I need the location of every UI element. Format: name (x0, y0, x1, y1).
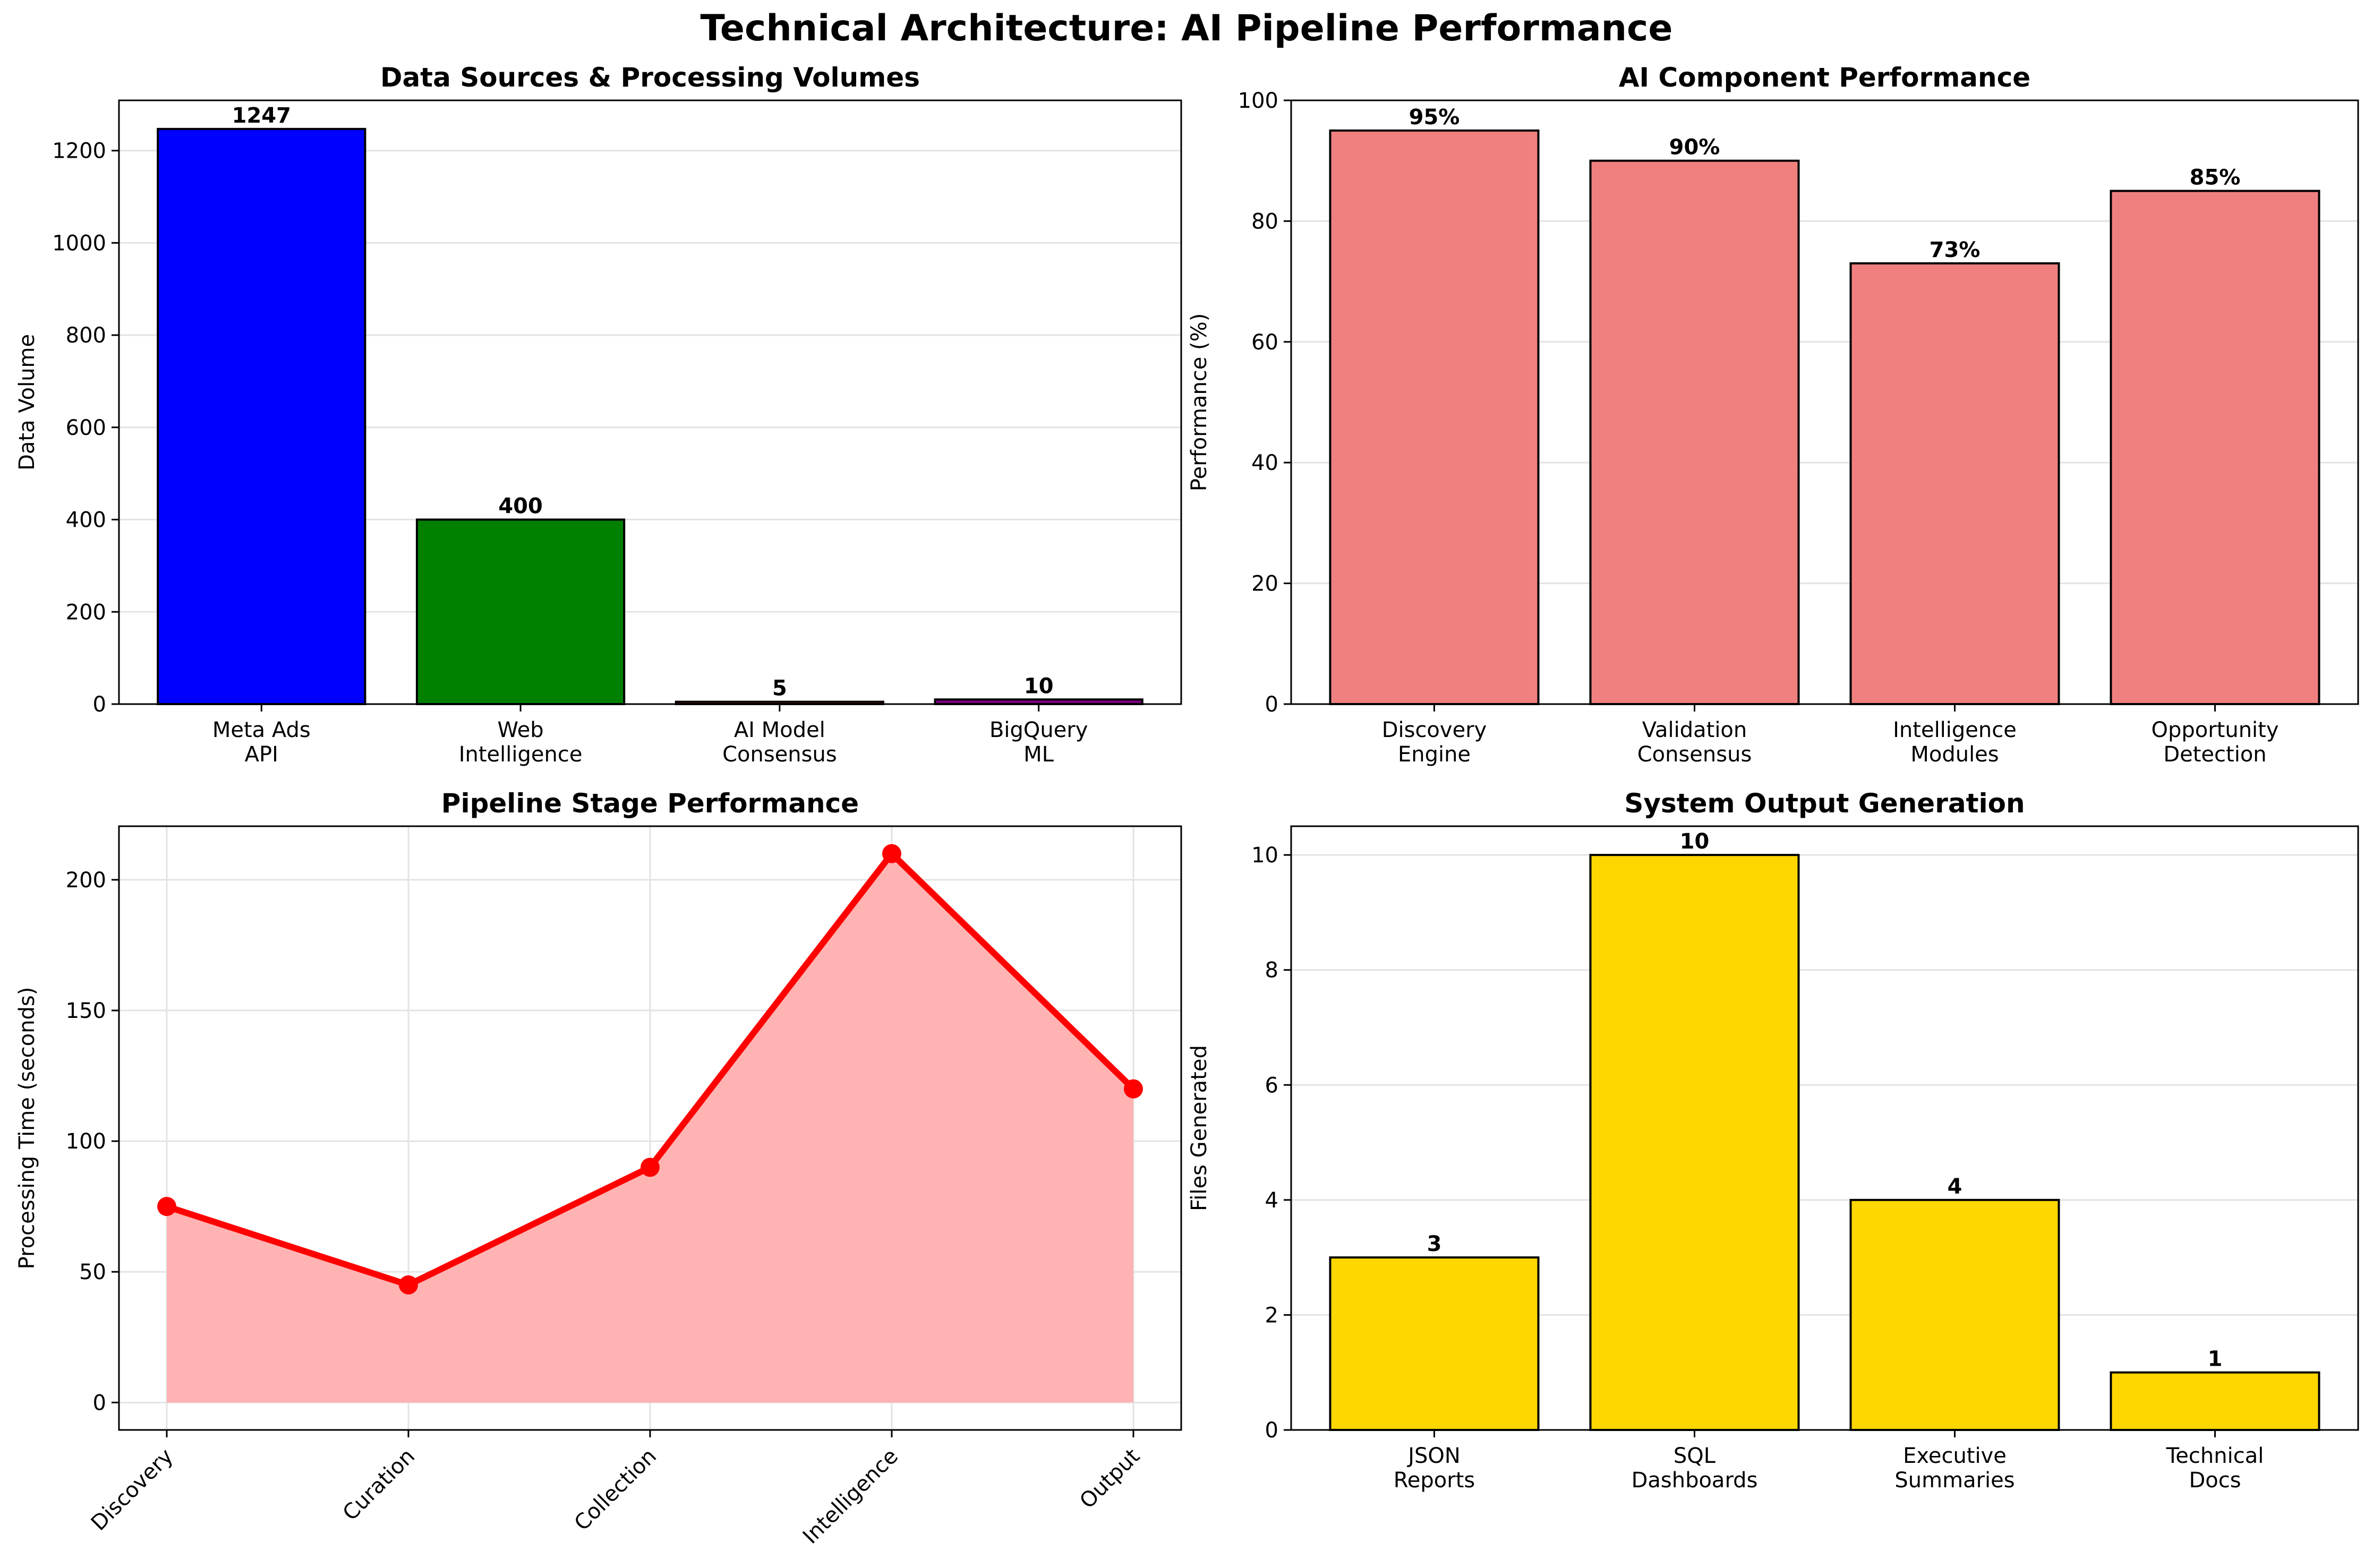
system-output-xtick-label: Executive Summaries (1894, 1444, 2015, 1493)
pipeline-stage-point (1124, 1079, 1143, 1099)
system-output-frame (1290, 825, 2359, 1431)
ai-component-bar (1849, 262, 2060, 705)
data-sources-xtick-label: Meta Ads API (212, 718, 311, 767)
ai-component-ytick-label: 0 (1265, 692, 1278, 717)
data-sources-bar (157, 127, 366, 706)
pipeline-stage-ytick-label: 0 (93, 1391, 106, 1415)
data-sources-ytick-label: 1200 (52, 139, 106, 164)
pipeline-stage-ytick-label: 50 (79, 1260, 106, 1284)
ai-component-data-label: 95% (1409, 105, 1460, 130)
data-sources-data-label: 5 (772, 676, 787, 701)
ai-component-title: AI Component Performance (1619, 62, 2030, 93)
pipeline-stage-area (167, 853, 1133, 1403)
data-sources-bar (415, 518, 626, 705)
data-sources-title: Data Sources & Processing Volumes (380, 62, 920, 93)
data-sources-ytick-label: 800 (66, 323, 106, 348)
system-output-ytick-label: 2 (1265, 1303, 1278, 1327)
panel-system-output: System Output Generation Files Generated 0… (1187, 788, 2359, 1493)
data-sources-data-label: 10 (1024, 674, 1054, 698)
ai-component-bar (1329, 129, 1540, 706)
system-output-ytick-label: 8 (1265, 958, 1278, 983)
pipeline-stage-ytick-label: 200 (66, 868, 106, 893)
system-output-data-label: 3 (1427, 1232, 1442, 1256)
pipeline-stage-point (157, 1197, 176, 1216)
pipeline-stage-ytick-label: 100 (66, 1129, 106, 1154)
ai-component-ytick-label: 100 (1238, 89, 1278, 113)
pipeline-stage-point (641, 1158, 660, 1177)
ai-component-ytick-label: 80 (1251, 209, 1278, 234)
ai-component-xtick-label: Intelligence Modules (1893, 718, 2017, 767)
data-sources-ytick-label: 600 (66, 416, 106, 440)
data-sources-xtick-label: BigQuery ML (989, 718, 1088, 767)
pipeline-stage-point (399, 1275, 418, 1295)
ai-component-xtick-label: Discovery Engine (1382, 718, 1487, 767)
data-sources-ytick-label: 1000 (52, 231, 106, 255)
system-output-ytick-label: 6 (1265, 1073, 1278, 1098)
ai-component-data-label: 85% (2190, 166, 2241, 190)
data-sources-ylabel: Data Volume (15, 334, 39, 470)
ai-component-frame (1290, 99, 2359, 705)
ai-component-data-label: 90% (1669, 135, 1720, 160)
ai-component-xtick-label: Opportunity Detection (2151, 718, 2278, 767)
system-output-data-label: 4 (1948, 1175, 1962, 1199)
ai-component-bar (2110, 190, 2320, 705)
system-output-bar (2110, 1371, 2320, 1432)
system-output-bar (1589, 854, 1800, 1431)
data-sources-ytick-label: 200 (66, 600, 106, 624)
pipeline-stage-ylabel: Processing Time (seconds) (15, 987, 39, 1270)
system-output-data-label: 1 (2208, 1347, 2223, 1372)
data-sources-ytick-label: 0 (93, 692, 106, 717)
ai-component-ylabel: Performance (%) (1187, 313, 1211, 491)
ai-component-ytick-label: 60 (1251, 330, 1278, 355)
pipeline-stage-ytick-label: 150 (66, 999, 106, 1023)
system-output-xtick-label: Technical Docs (2166, 1444, 2264, 1493)
panel-ai-component: AI Component Performance Performance (%) 0… (1187, 62, 2359, 767)
data-sources-data-label: 1247 (232, 104, 291, 128)
system-output-ytick-label: 4 (1265, 1188, 1278, 1213)
ai-component-bar (1589, 159, 1800, 705)
system-output-title: System Output Generation (1624, 788, 2025, 819)
system-output-bar (1329, 1256, 1540, 1431)
system-output-ylabel: Files Generated (1187, 1045, 1211, 1211)
panel-data-sources: Data Sources & Processing Volumes Data Vo… (15, 62, 1182, 767)
figure-title: Technical Architecture: AI Pipeline Perf… (701, 7, 1673, 49)
system-output-bar (1849, 1198, 2060, 1432)
ai-component-data-label: 73% (1930, 238, 1981, 262)
system-output-data-label: 10 (1680, 829, 1710, 854)
pipeline-stage-title: Pipeline Stage Performance (441, 788, 859, 819)
data-sources-frame (118, 99, 1182, 705)
data-sources-xtick-label: Web Intelligence (459, 718, 583, 767)
system-output-ytick-label: 10 (1251, 843, 1278, 868)
system-output-ytick-label: 0 (1265, 1418, 1278, 1443)
pipeline-stage-point (882, 844, 901, 863)
ai-component-ytick-label: 20 (1251, 572, 1278, 596)
ai-component-ytick-label: 40 (1251, 451, 1278, 475)
system-output-xtick-label: SQL Dashboards (1632, 1444, 1758, 1493)
ai-component-xtick-label: Validation Consensus (1637, 718, 1752, 767)
data-sources-data-label: 400 (498, 494, 543, 519)
data-sources-xtick-label: AI Model Consensus (722, 718, 837, 767)
data-sources-ytick-label: 400 (66, 508, 106, 533)
system-output-xtick-label: JSON Reports (1394, 1444, 1475, 1493)
